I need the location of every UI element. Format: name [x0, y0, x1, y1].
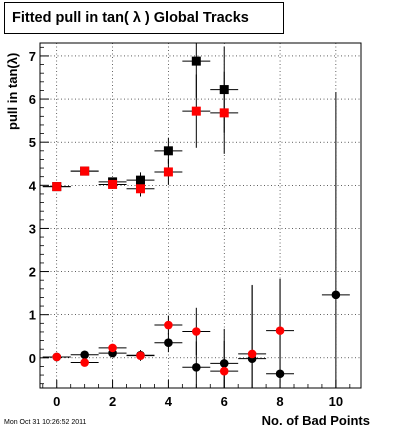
y-tick-label: 2 — [29, 265, 36, 280]
data-point-circle — [331, 290, 341, 300]
data-point-square — [163, 167, 173, 177]
plot-frame — [39, 42, 362, 389]
data-point-square — [163, 146, 173, 156]
data-point-square — [191, 106, 201, 116]
y-tick-label: 0 — [29, 351, 36, 366]
data-point-circle — [52, 352, 62, 362]
data-point-circle — [192, 363, 201, 372]
data-point-circle — [275, 326, 285, 335]
data-point-circle — [108, 343, 117, 353]
chart-title: Fitted pull in tan( λ ) Global Tracks — [4, 2, 284, 34]
data-point-square — [52, 182, 62, 192]
data-point-circle — [164, 320, 173, 330]
y-tick-label: 1 — [29, 308, 36, 323]
data-point-circle — [219, 366, 229, 376]
y-axis-label: pull in tan(λ) — [5, 52, 20, 130]
x-tick-label: 8 — [276, 394, 283, 409]
datestamp: Mon Oct 31 10:26:52 2011 — [4, 419, 87, 426]
grid-layer — [40, 43, 361, 388]
x-tick-label: 4 — [165, 394, 173, 409]
y-tick-label: 4 — [29, 178, 37, 193]
data-point-square — [135, 184, 145, 194]
data-point-square — [191, 56, 201, 66]
data-point-square — [219, 108, 229, 118]
ticks-layer: 0 2 4 6 8 10 0 1 2 3 4 5 6 7 — [29, 46, 351, 409]
x-tick-label: 10 — [329, 394, 343, 409]
x-axis-label: No. of Bad Points — [261, 413, 370, 428]
data-point-circle — [80, 358, 89, 367]
data-point-circle — [80, 350, 89, 360]
x-tick-label: 0 — [53, 394, 60, 409]
y-tick-label: 6 — [29, 92, 36, 107]
y-tick-label: 5 — [29, 135, 36, 150]
data-point-circle — [192, 327, 201, 336]
x-tick-label: 6 — [221, 394, 228, 409]
data-point-square — [80, 166, 90, 176]
data-point-circle — [164, 338, 173, 348]
data-point-circle — [136, 351, 145, 360]
data-layer — [42, 43, 350, 388]
y-tick-label: 3 — [29, 221, 36, 236]
data-point-square — [135, 175, 145, 185]
data-point-circle — [247, 349, 257, 359]
y-tick-label: 7 — [29, 49, 36, 64]
data-point-square — [108, 179, 118, 189]
x-tick-label: 2 — [109, 394, 116, 409]
